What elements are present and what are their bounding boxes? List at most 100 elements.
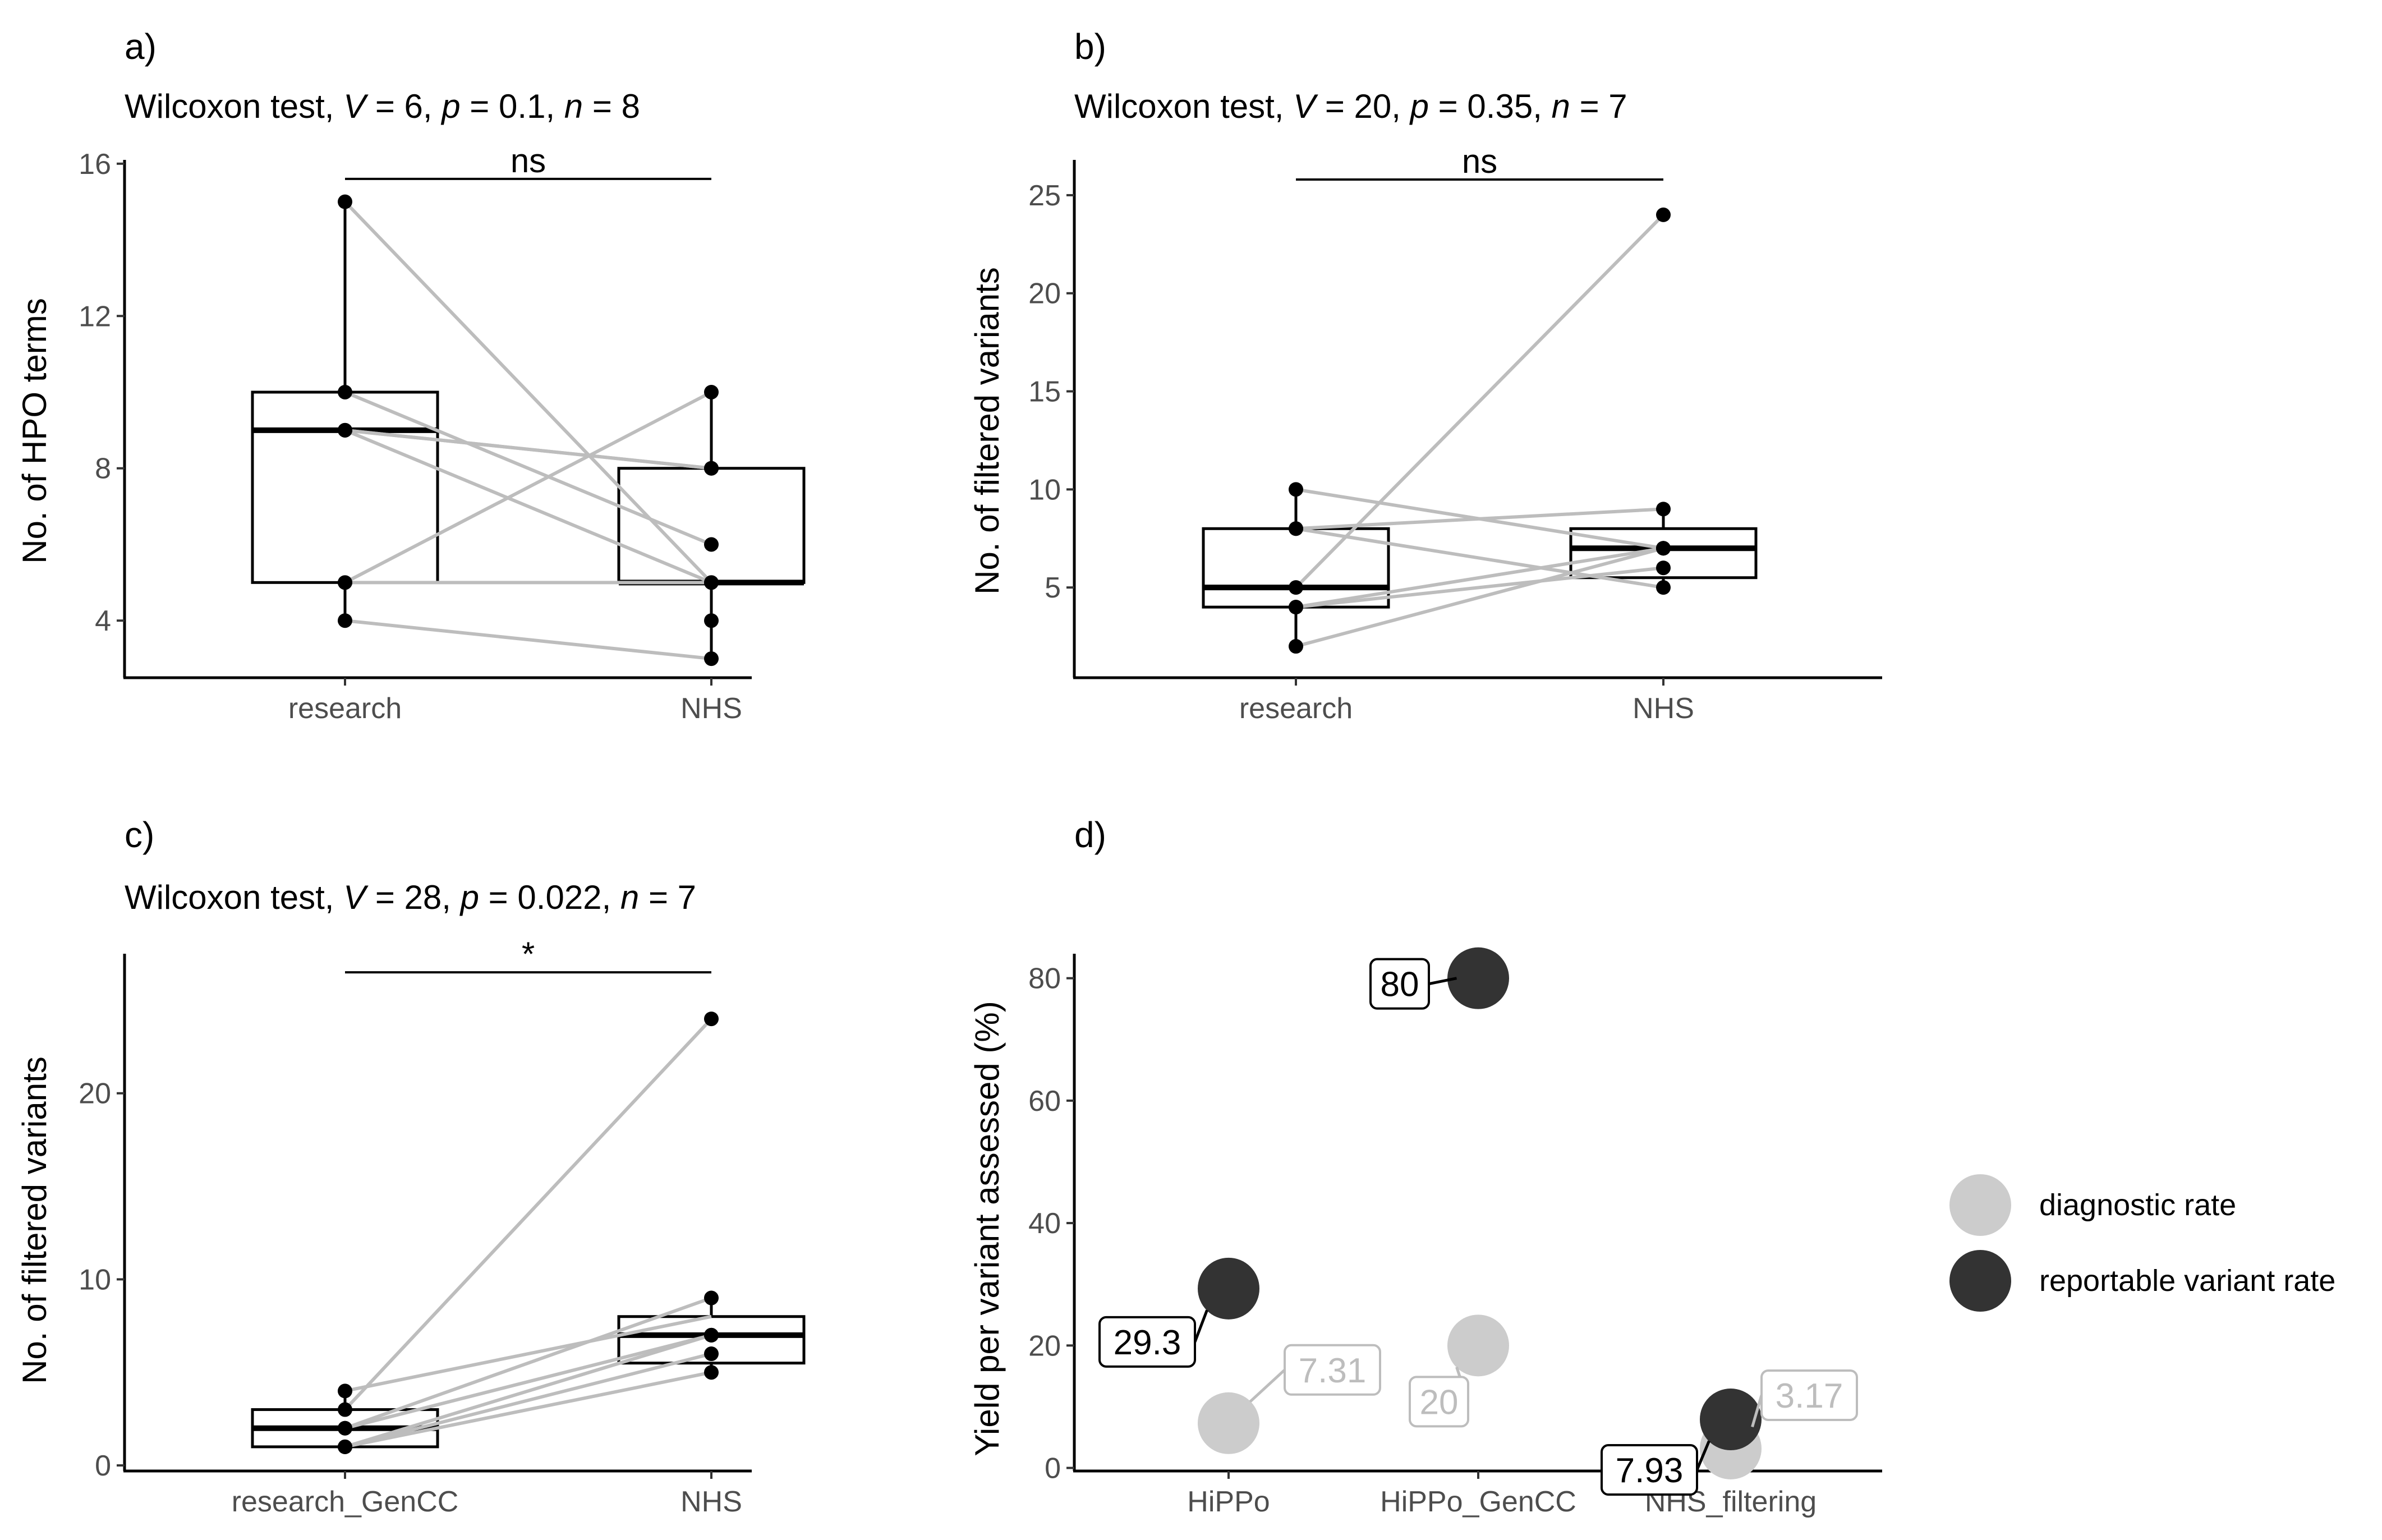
panel-b: b) Wilcoxon test, V = 20, p = 0.35, n = … xyxy=(968,26,1882,725)
panel-b-label: b) xyxy=(1074,26,1106,67)
legend-label: diagnostic rate xyxy=(2039,1188,2236,1222)
panel-c-point xyxy=(338,1402,352,1417)
panel-b-y-tick-label: 5 xyxy=(1045,572,1061,604)
panel-b-point xyxy=(1289,521,1303,536)
panel-b-y-axis-title: No. of filtered variants xyxy=(968,267,1006,595)
panel-a-point xyxy=(338,384,352,399)
panel-c-point xyxy=(704,1346,719,1362)
panel-a-point xyxy=(704,461,719,476)
panel-d-label: d) xyxy=(1074,815,1106,855)
panel-a-point xyxy=(338,194,352,209)
panel-d: d) Yield per variant assessed (%) 0 20 40 6… xyxy=(968,815,2335,1518)
panel-b-pair-line xyxy=(1294,213,1665,589)
panel-c-y-tick-label: 20 xyxy=(79,1078,111,1110)
panel-b-pair-line xyxy=(1295,546,1664,648)
panel-d-label-connector xyxy=(1751,1395,1763,1428)
panel-a-pair-line xyxy=(344,428,712,470)
panel-b-point xyxy=(1656,541,1671,556)
panel-c-point xyxy=(704,1327,719,1343)
panel-a-pair-line xyxy=(344,390,712,546)
panel-a-label: a) xyxy=(125,26,157,67)
panel-b-point xyxy=(1289,600,1303,615)
panel-a-sig-label: ns xyxy=(511,142,546,180)
panel-d-data-label: 7.93 xyxy=(1616,1451,1684,1490)
panel-d-label-box xyxy=(1098,1316,1196,1368)
panel-b-point xyxy=(1656,580,1671,595)
panel-d-data-label: 3.17 xyxy=(1776,1377,1843,1415)
panel-c-y-tick-label: 0 xyxy=(95,1450,111,1482)
panel-b-point xyxy=(1656,502,1671,517)
panel-c-x-tick-label: NHS xyxy=(680,1486,742,1518)
panel-c-x-tick-label: research_GenCC xyxy=(232,1486,459,1518)
panel-c-pair-line xyxy=(343,1018,713,1411)
panel-d-legend: diagnostic rate reportable variant rate xyxy=(1949,1174,2335,1312)
panel-b-point xyxy=(1289,482,1303,497)
panel-b-marks: 5 10 15 20 25 research NHS ns xyxy=(1028,142,1882,725)
panel-d-y-tick-label: 0 xyxy=(1045,1452,1061,1485)
panel-a-pair-line xyxy=(344,390,712,584)
panel-c: c) Wilcoxon test, V = 28, p = 0.022, n =… xyxy=(16,815,806,1518)
panel-b-pair-line xyxy=(1295,566,1664,609)
panel-c-y-tick-label: 10 xyxy=(79,1263,111,1296)
panel-d-x-tick-label: HiPPo xyxy=(1187,1486,1270,1518)
panel-b-point xyxy=(1656,560,1671,576)
panel-a-point xyxy=(704,575,719,590)
panel-c-point xyxy=(338,1421,352,1436)
panel-b-pair-line xyxy=(1295,546,1664,609)
panel-d-point-diagnostic xyxy=(1447,1314,1509,1377)
panel-c-point xyxy=(704,1290,719,1305)
panel-b-sig-label: ns xyxy=(1462,142,1497,180)
panel-a-point xyxy=(338,422,352,438)
panel-c-marks: 0 10 20 research_GenCC NHS * xyxy=(79,935,806,1518)
panel-c-pair-line xyxy=(344,1333,712,1430)
panel-d-y-tick-label: 40 xyxy=(1028,1207,1061,1240)
panel-c-point xyxy=(338,1439,352,1454)
panel-a-point xyxy=(704,537,719,552)
panel-b-y-tick-label: 25 xyxy=(1028,180,1061,212)
panel-d-data-label: 20 xyxy=(1420,1383,1459,1422)
panel-d-label-box xyxy=(1409,1376,1469,1428)
panel-c-point xyxy=(704,1365,719,1380)
panel-d-label-connector xyxy=(1193,1309,1208,1343)
panel-b-box xyxy=(1569,527,1758,580)
panel-d-x-tick-label: HiPPo_GenCC xyxy=(1380,1486,1576,1518)
panel-b-y-tick-label: 15 xyxy=(1028,376,1061,408)
legend-key-reportable xyxy=(1949,1250,2011,1312)
panel-c-y-axis-title: No. of filtered variants xyxy=(16,1056,53,1384)
panel-d-point-reportable xyxy=(1700,1389,1762,1451)
panel-d-y-tick-label: 80 xyxy=(1028,963,1061,995)
panel-d-y-tick-label: 60 xyxy=(1028,1085,1061,1118)
panel-a: a) Wilcoxon test, V = 6, p = 0.1, n = 8 … xyxy=(16,26,806,725)
panel-b-point xyxy=(1289,580,1303,595)
panel-c-pair-line xyxy=(344,1296,712,1430)
panel-c-point xyxy=(704,1012,719,1027)
panel-d-label-box xyxy=(1760,1369,1858,1421)
panel-a-y-tick-label: 16 xyxy=(79,148,111,181)
panel-c-point xyxy=(338,1383,352,1399)
panel-d-label-connector xyxy=(1695,1440,1710,1470)
panel-b-y-tick-label: 20 xyxy=(1028,278,1061,310)
panel-c-pair-line xyxy=(344,1334,712,1449)
panel-a-point xyxy=(338,613,352,628)
panel-d-label-box xyxy=(1369,958,1430,1010)
panel-c-sig-label: * xyxy=(522,935,535,973)
panel-a-point xyxy=(338,575,352,590)
panel-a-y-tick-label: 4 xyxy=(95,605,111,637)
panel-d-data-label: 80 xyxy=(1381,966,1419,1004)
legend-label: reportable variant rate xyxy=(2039,1264,2335,1298)
panel-a-y-tick-label: 12 xyxy=(79,300,111,333)
panel-c-label: c) xyxy=(125,815,154,855)
panel-d-point-reportable xyxy=(1198,1257,1259,1320)
panel-a-x-tick-label: NHS xyxy=(680,692,742,725)
panel-b-pair-line xyxy=(1295,507,1664,531)
panel-d-point-reportable xyxy=(1447,947,1509,1009)
panel-d-data-label: 7.31 xyxy=(1299,1351,1367,1390)
panel-b-point xyxy=(1656,207,1671,222)
panel-a-point xyxy=(704,613,719,628)
panel-a-point xyxy=(704,651,719,666)
panel-c-subtitle: Wilcoxon test, V = 28, p = 0.022, n = 7 xyxy=(125,879,696,916)
panel-b-point xyxy=(1289,639,1303,654)
panel-a-x-tick-label: research xyxy=(288,692,402,725)
